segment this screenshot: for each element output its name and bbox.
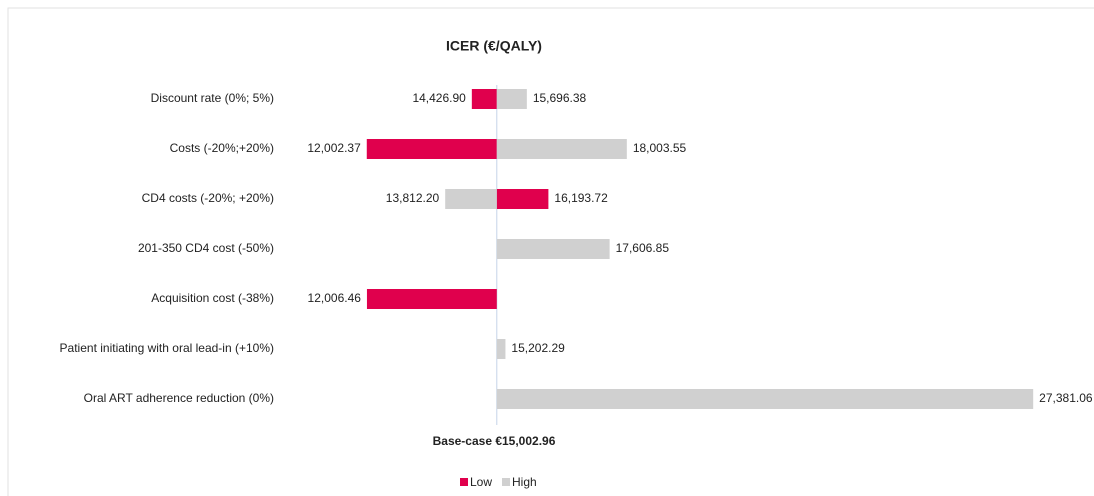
category-label: Patient initiating with oral lead-in (+1… [60, 341, 274, 355]
value-label: 18,003.55 [633, 141, 687, 155]
category-label: 201-350 CD4 cost (-50%) [138, 241, 274, 255]
legend-label: High [512, 475, 537, 489]
value-label: 17,606.85 [616, 241, 670, 255]
bar [496, 389, 1034, 409]
value-label: 13,812.20 [386, 191, 440, 205]
legend-swatch [460, 478, 468, 486]
bar [366, 139, 497, 159]
bar [445, 189, 497, 209]
category-label: Acquisition cost (-38%) [151, 291, 274, 305]
legend-swatch [502, 478, 511, 486]
value-label: 12,002.37 [307, 141, 361, 155]
category-label: CD4 costs (-20%; +20%) [142, 191, 274, 205]
value-label: 12,006.46 [308, 291, 362, 305]
bar [496, 139, 627, 159]
chart-title: ICER (€/QALY) [446, 38, 542, 54]
bar [496, 239, 610, 259]
value-label: 15,696.38 [533, 91, 587, 105]
value-label: 27,381.06 [1039, 391, 1093, 405]
value-label: 16,193.72 [554, 191, 608, 205]
value-label: 15,202.29 [511, 341, 565, 355]
bar [471, 89, 497, 109]
frame [7, 7, 1094, 496]
value-label: 14,426.90 [412, 91, 466, 105]
bar [496, 89, 527, 109]
category-label: Costs (-20%;+20%) [170, 141, 274, 155]
bar [496, 339, 506, 359]
bar [366, 289, 497, 309]
base-case-label: Base-case €15,002.96 [433, 434, 556, 448]
bar [496, 189, 549, 209]
category-label: Oral ART adherence reduction (0%) [84, 391, 274, 405]
category-label: Discount rate (0%; 5%) [151, 91, 274, 105]
legend-label: Low [470, 475, 492, 489]
